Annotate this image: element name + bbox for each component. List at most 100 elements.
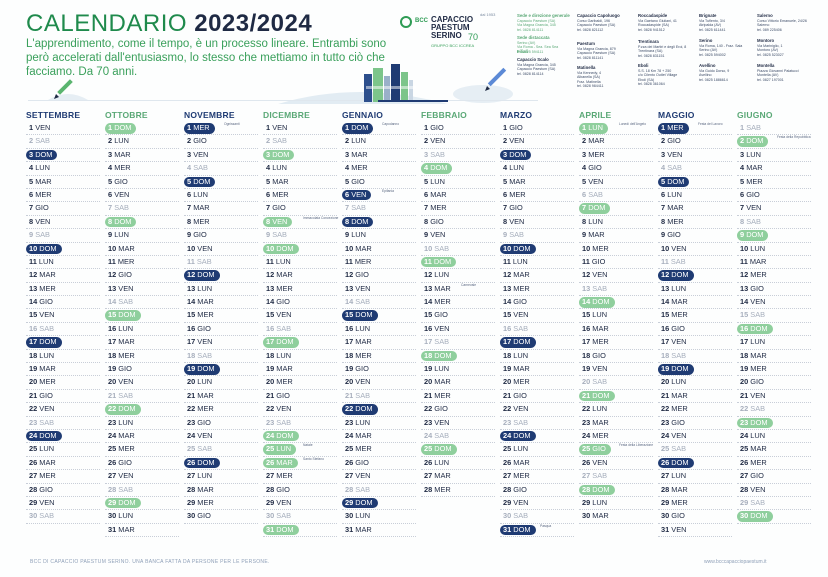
day-number: 10 (187, 243, 196, 253)
weekday: GIO (276, 390, 290, 400)
holiday-day-pill: 5 DOM (658, 176, 690, 188)
day-label: 28 GIO (263, 485, 295, 496)
branch-entry: Capaccio Capoluogo Corso Garibaldi, 196 Ca… (577, 13, 637, 32)
weekday: MER (117, 256, 135, 266)
day-label: 30 LUN (342, 511, 375, 522)
weekday: DOM (39, 430, 57, 440)
day-number: 22 (740, 404, 749, 414)
weekday: MAR (592, 511, 609, 521)
day-row: 12 MAR (500, 269, 574, 283)
day-row: 27 LUN (184, 470, 258, 484)
day-number: 11 (582, 256, 590, 266)
month-name: DICEMBRE (263, 110, 310, 120)
weekday: VEN (114, 189, 130, 199)
month-name: GENNAIO (342, 110, 384, 120)
day-row: 9 LUN (105, 229, 179, 243)
day-number: 5 (29, 176, 34, 186)
month-column: DICEMBRE 1 VEN 2 SAB 3 DOM 4 LUN 5 MAR 6 MER 7 … (263, 108, 338, 538)
holiday-day-pill: 1 DOM (105, 123, 137, 134)
day-row: 3 VEN (658, 149, 732, 163)
day-number: 10 (582, 243, 591, 253)
weekday: DOM (434, 350, 452, 360)
day-number: 2 (740, 136, 745, 146)
weekday: MAR (671, 484, 688, 494)
day-row: 20 GIO (737, 376, 811, 390)
day-row: 6 MER (263, 189, 337, 203)
weekday: MAR (434, 377, 451, 387)
branch-line: Serino (AV) (517, 40, 536, 45)
weekday: GIO (197, 323, 211, 333)
day-label: 30 MAR (579, 511, 614, 522)
day-row: 18 LUN (500, 350, 574, 364)
weekday: MER (671, 404, 688, 414)
weekday: VEN (39, 497, 55, 507)
day-row: 27 SAB (579, 470, 653, 484)
weekday: MER (354, 256, 372, 266)
weekday: MAR (39, 270, 56, 280)
day-number: 15 (108, 310, 117, 320)
branch-name: Brignate (699, 13, 717, 18)
day-row: 30 SAB (26, 510, 100, 524)
day-row: 28 GIO (500, 484, 574, 497)
day-number: 5 (345, 176, 350, 186)
weekday: DOM (193, 176, 211, 186)
day-number: 9 (424, 230, 429, 240)
day-number: 26 (29, 457, 38, 467)
day-number: 8 (187, 216, 192, 226)
day-number: 14 (266, 297, 275, 307)
day-label: 21 GIO (500, 391, 532, 402)
day-label: 29 LUN (579, 498, 612, 509)
day-number: 1 (582, 123, 587, 132)
day-row: 16 SAB (263, 323, 337, 337)
branch-line: Albanella (SA) (577, 75, 600, 79)
branch-entry: Brignate Via Tuflento, 3/4 Atripalda (AV) t… (699, 13, 759, 32)
holiday-day-pill: 26 MAR (263, 457, 298, 469)
weekday: DOM (513, 524, 531, 534)
holiday-day-pill: 24 DOM (263, 430, 299, 442)
holiday-note: Lunedì dell'Angelo (619, 122, 647, 126)
day-row: 3 DOM (500, 149, 574, 163)
day-label: 22 MER (658, 404, 693, 415)
day-label: 15 MER (658, 310, 693, 321)
day-label: 9 LUN (105, 230, 134, 241)
weekday: MER (592, 430, 609, 440)
holiday-day-pill: 8 DOM (105, 216, 137, 228)
day-label: 18 SAB (658, 351, 691, 362)
day-number: 8 (266, 216, 271, 226)
day-number: 7 (424, 203, 429, 213)
holiday-day-pill: 28 DOM (579, 484, 615, 496)
weekday: DOM (671, 270, 689, 280)
day-number: 30 (29, 511, 38, 521)
day-number: 31 (661, 524, 670, 534)
day-label: 16 SAB (500, 324, 533, 335)
day-number: 26 (187, 457, 196, 467)
day-number: 19 (582, 364, 591, 374)
weekday: MER (509, 189, 526, 199)
branch-line: tel. 089 225406 (757, 27, 782, 32)
day-number: 30 (740, 511, 749, 521)
day-label: 2 VEN (500, 136, 529, 147)
day-label: 12 GIO (105, 270, 137, 281)
weekday: SAB (118, 390, 134, 400)
weekday: DOM (118, 404, 136, 414)
weekday: GIO (355, 364, 369, 374)
day-number: 21 (424, 390, 433, 400)
day-number: 5 (108, 176, 113, 186)
day-number: 2 (661, 136, 666, 146)
day-number: 25 (424, 444, 433, 454)
weekday: DOM (276, 524, 294, 534)
weekday: VEN (592, 457, 608, 467)
weekday: MER (39, 471, 56, 481)
day-row: 17 VEN (184, 336, 258, 350)
weekday: MAR (35, 176, 52, 186)
day-row: 4 MER (342, 162, 416, 176)
day-number: 14 (345, 297, 354, 307)
month-column: FEBBRAIO 1 GIO 2 VEN 3 SAB 4 DOM 5 LUN 6 MAR 7 … (421, 108, 495, 497)
day-row: 4 MAR (737, 162, 811, 176)
day-number: 21 (582, 390, 591, 400)
day-row: 29 DOM (342, 497, 416, 511)
day-number: 3 (29, 149, 34, 159)
holiday-day-pill: 21 DOM (579, 390, 615, 402)
day-row: 14 SAB (342, 296, 416, 310)
weekday: LUN (750, 243, 766, 253)
